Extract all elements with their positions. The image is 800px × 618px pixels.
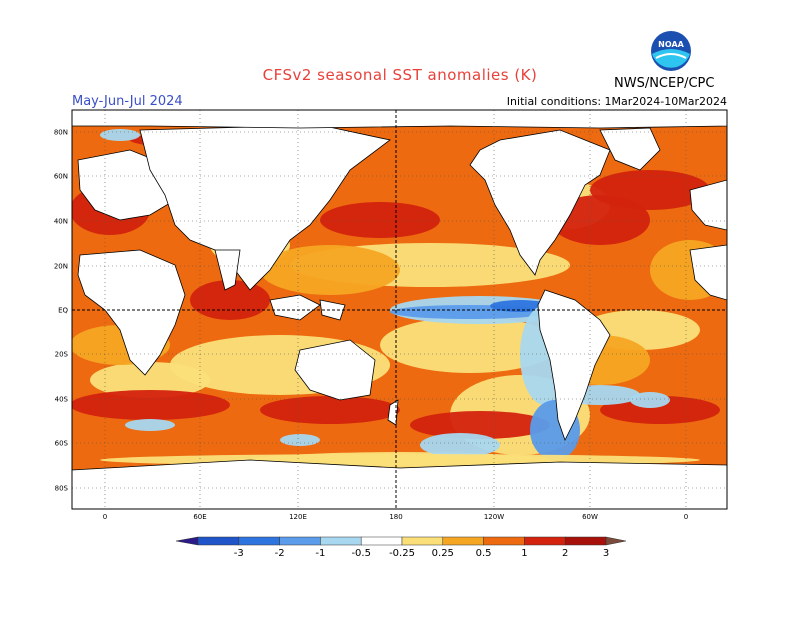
land-mass [72,110,727,129]
colorbar-level-label: -0.25 [389,548,415,559]
initial-conditions-label: Initial conditions: 1Mar2024-10Mar2024 [506,95,727,108]
colorbar: -3 -2 -1 -0.5 -0.25 0.25 0.5 1 2 3 [175,536,627,559]
season-label: May-Jun-Jul 2024 [72,94,183,109]
latitude-label: 40S [55,396,69,404]
latitude-label: EQ [58,307,68,315]
colorbar-level-label: 0.5 [476,548,492,559]
anomaly-patch [600,396,720,424]
anomaly-patch [320,202,440,238]
colorbar-arrow-left [175,536,199,546]
map-frame [71,109,728,510]
colorbar-level-label: 3 [603,548,609,559]
anomaly-patch [630,392,670,408]
colorbar-segment [564,536,607,546]
colorbar-level-label: 2 [562,548,568,559]
colorbar-level-label: -3 [234,548,244,559]
colorbar-segment [442,536,484,546]
latitude-label: 20N [54,263,68,271]
land-mass [214,249,241,291]
colorbar-level-label: 1 [521,548,527,559]
colorbar-level-label: 0.25 [432,548,454,559]
colorbar-segment [401,536,444,546]
land-mass [469,129,611,276]
land-mass [77,249,186,376]
noaa-logo: NOAA [651,31,691,71]
colorbar-arrow-right [605,536,627,546]
anomaly-patch [260,396,400,424]
longitude-label: 120E [289,513,307,521]
colorbar-segment [197,536,240,546]
anomaly-patch [100,129,140,141]
longitude-label: 60E [193,513,206,521]
land-mass [689,179,727,231]
colorbar-segment [524,536,566,546]
colorbar-segment [320,536,362,546]
colorbar-level-label: -1 [315,548,325,559]
graticule [72,110,727,509]
latitude-label: 80N [54,129,68,137]
anomaly-patch [125,419,175,431]
colorbar-level-label: -2 [275,548,285,559]
colorbar-segment [238,536,280,546]
land-mass [537,289,611,442]
latitude-label: 60N [54,173,68,181]
longitude-label: 0 [103,513,107,521]
land-mass [599,127,661,171]
latitude-labels: 80N 60N 40N 20N EQ 20S 40S 60S 80S [54,129,69,493]
svg-text:NOAA: NOAA [658,40,684,49]
longitude-labels: 0 60E 120E 180 120W 60W 0 [103,513,688,521]
land-masses [72,110,727,509]
longitude-label: 60W [582,513,598,521]
land-mass [689,244,727,301]
colorbar-level-label: -0.5 [351,548,371,559]
longitude-label: 120W [484,513,504,521]
latitude-label: 20S [55,351,69,359]
colorbar-segment [360,536,403,546]
land-mass [269,294,321,321]
anomaly-patch [410,411,550,439]
latitude-label: 60S [55,440,69,448]
latitude-label: 80S [55,485,69,493]
longitude-label: 180 [389,513,402,521]
longitude-label: 0 [684,513,688,521]
latitude-label: 40N [54,218,68,226]
anomaly-patch [72,390,230,420]
anomaly-patch [280,434,320,446]
land-mass [139,124,391,291]
anomaly-patch [380,317,560,373]
anomaly-patch [590,170,710,210]
anomaly-patch [490,300,550,312]
anomaly-patch [420,433,500,457]
agency-label: NWS/NCEP/CPC [614,76,715,91]
anomaly-patch [260,245,400,295]
anomaly-patch [90,362,210,398]
colorbar-segment [279,536,321,546]
land-mass [294,339,376,401]
colorbar-segment [483,536,525,546]
land-mass [72,459,727,509]
chart-title: CFSv2 seasonal SST anomalies (K) [262,66,538,84]
